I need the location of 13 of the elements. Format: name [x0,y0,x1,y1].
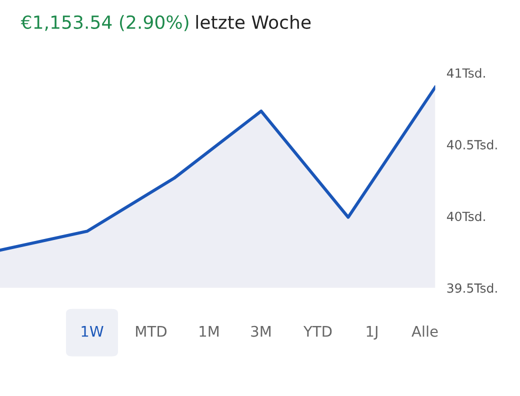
y-tick-label: 40Tsd. [446,211,485,222]
text: Alle [412,326,438,337]
y-tick-label: 40.5Tsd. [446,140,497,150]
text: 3M [251,326,271,337]
y-tick-label: 39.5Tsd. [447,283,497,293]
text: 1J [366,326,378,340]
text: 1W [82,326,104,337]
y-tick-label: 41Tsd. [446,68,485,78]
text: 1M [200,326,219,337]
text: YTD [303,326,332,337]
chart-title: €1,153.54 (2.90%) [20,15,188,32]
text: MTD [136,326,166,337]
chart-subtitle: letzte Woche [196,15,311,29]
